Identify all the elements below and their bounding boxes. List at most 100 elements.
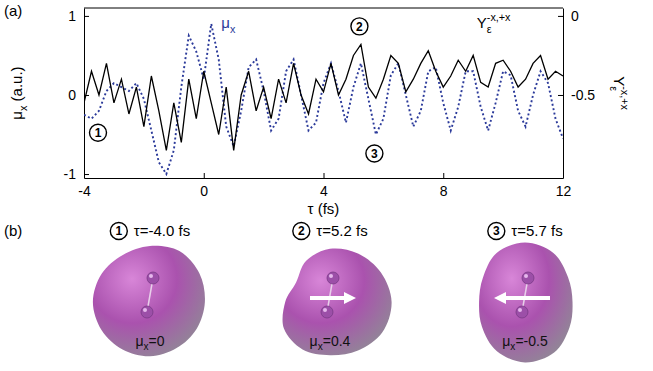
tick-mark — [84, 16, 89, 17]
density-blob — [93, 246, 205, 357]
tick-mark — [558, 16, 563, 17]
y2-axis-title: Yε-x,+x — [608, 76, 631, 110]
label-base: μ — [310, 333, 318, 349]
atom — [147, 272, 159, 284]
label-patch — [475, 10, 513, 35]
label-sub: ε — [608, 86, 620, 91]
tick-mark — [84, 174, 89, 175]
label-base: μ — [221, 14, 230, 31]
axis: -4 0 4 8 12 — [78, 173, 571, 199]
annotation: 3 — [366, 145, 383, 162]
annotation-text: 2 — [356, 20, 363, 34]
atom-highlight — [524, 274, 528, 278]
density-blob — [479, 243, 573, 363]
tick-label: 4 — [320, 183, 328, 199]
annotation-text: 3 — [371, 147, 378, 161]
series-line — [84, 24, 563, 174]
axis: -0.5 0 — [558, 8, 595, 179]
label-tail: =0 — [149, 333, 165, 349]
panel-label: (b) — [4, 222, 22, 239]
annotation-circle — [351, 18, 368, 35]
dipole-arrow — [500, 296, 550, 300]
series-labels: μx Yε-x,+x — [219, 10, 513, 35]
label-base: Y — [611, 76, 628, 86]
snapshot-title: τ=5.7 fs — [511, 222, 562, 239]
tick-label: 8 — [440, 183, 448, 199]
snapshot-title: τ=-4.0 fs — [134, 222, 190, 239]
atom — [327, 272, 339, 284]
snapshot-number: 1 — [115, 224, 122, 238]
label-tail: (a.u.) — [8, 66, 25, 105]
plot-frame — [84, 8, 563, 9]
label-patch — [219, 13, 238, 36]
tick-label: -1 — [64, 166, 77, 182]
annotation: 2 — [351, 18, 368, 35]
series-line — [84, 44, 563, 150]
tick-label: 12 — [556, 183, 572, 199]
atom — [516, 306, 528, 318]
label-base: μ — [8, 111, 25, 120]
tick: 0 — [558, 8, 579, 24]
snapshot: τ=5.7 fs 3 μx=-0.5 — [479, 222, 573, 362]
label-sub: x — [230, 23, 236, 35]
atom — [522, 272, 534, 284]
series-label: μx — [221, 14, 236, 35]
tick: 8 — [440, 173, 448, 199]
snapshot-circle — [110, 223, 127, 240]
figure: (a)-404812-101-0.50τ (fs)μx (a.u.)Yε-x,+… — [0, 0, 653, 371]
axis-line — [85, 178, 564, 179]
dipole-arrow — [310, 296, 350, 300]
atom-highlight — [323, 308, 327, 312]
tick-mark — [204, 173, 205, 178]
atom-highlight — [518, 308, 522, 312]
axis-line — [84, 9, 85, 179]
snapshot-number: 3 — [493, 224, 500, 238]
tick: -1 — [64, 166, 89, 182]
atom-highlight — [143, 308, 147, 312]
atom — [321, 306, 333, 318]
snapshot: τ=5.2 fs 2 μx=0.4 — [283, 222, 392, 355]
tick-label: 1 — [68, 8, 76, 24]
dipole-label: μx=-0.5 — [502, 333, 548, 352]
atom-highlight — [329, 274, 333, 278]
snapshot-circle — [293, 223, 310, 240]
label-tail: =-0.5 — [515, 333, 548, 349]
snapshot: τ=-4.0 fs 1 μx=0 — [93, 222, 205, 356]
annotations: 1 2 3 — [90, 18, 383, 162]
tick: 0 — [200, 173, 208, 199]
tick-label: -0.5 — [571, 87, 595, 103]
label-tail: =0.4 — [323, 333, 351, 349]
y-axis-title: μx (a.u.) — [8, 66, 29, 119]
dipole-label: μx=0 — [135, 333, 164, 352]
snapshot-number: 2 — [298, 224, 305, 238]
annotation-text: 1 — [95, 126, 102, 140]
tick: 4 — [320, 173, 328, 199]
tick-label: 0 — [68, 87, 76, 103]
annotation-circle — [366, 145, 383, 162]
tick-label: 0 — [200, 183, 208, 199]
panel-label: (a) — [4, 2, 22, 19]
tick: 1 — [68, 8, 89, 24]
annotation-circle — [90, 124, 107, 141]
tick-label: -4 — [78, 183, 91, 199]
annotation: 1 — [90, 124, 107, 141]
atom-highlight — [149, 274, 153, 278]
tick: -0.5 — [558, 87, 595, 103]
label-base: μ — [502, 333, 510, 349]
snapshot-title: τ=5.2 fs — [316, 222, 367, 239]
label-base: Y — [477, 14, 487, 31]
tick-label: 0 — [571, 8, 579, 24]
series-label: Yε-x,+x — [477, 11, 511, 34]
tick-mark — [324, 173, 325, 178]
snapshot-circle — [488, 223, 505, 240]
dipole-label: μx=0.4 — [310, 333, 351, 352]
label-base: μ — [135, 333, 143, 349]
plot-area — [84, 24, 563, 174]
tick-mark — [558, 95, 563, 96]
tick-mark — [443, 173, 444, 178]
axis-line — [563, 9, 564, 179]
label-sup: -x,+x — [619, 86, 631, 110]
density-blob — [283, 248, 392, 355]
axis: -1 0 1 — [64, 8, 89, 182]
atom — [141, 306, 153, 318]
